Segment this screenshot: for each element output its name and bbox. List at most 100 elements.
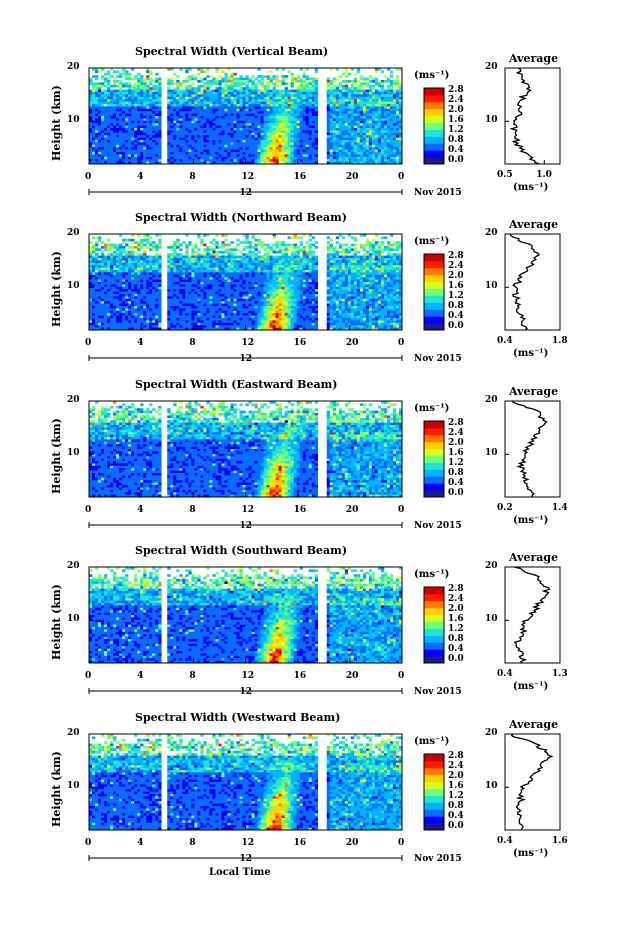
heatmap-cell bbox=[92, 255, 96, 259]
heatmap-cell bbox=[296, 87, 300, 90]
heatmap-cell bbox=[341, 260, 346, 264]
heatmap-cell bbox=[173, 104, 177, 107]
heatmap-cell bbox=[215, 255, 219, 259]
heatmap-cell bbox=[92, 243, 96, 247]
heatmap-cell bbox=[374, 120, 379, 124]
heatmap-cell bbox=[158, 111, 162, 114]
heatmap-cell bbox=[266, 120, 270, 124]
heatmap-cell bbox=[242, 142, 246, 146]
heatmap-cell bbox=[326, 277, 331, 280]
heatmap-cell bbox=[389, 154, 394, 158]
heatmap-cell bbox=[197, 156, 201, 160]
heatmap-cell bbox=[392, 123, 397, 126]
heatmap-cell bbox=[128, 154, 132, 158]
heatmap-cell bbox=[287, 128, 291, 131]
heatmap-cell bbox=[248, 159, 252, 162]
heatmap-cell bbox=[179, 137, 183, 141]
heatmap-cell bbox=[92, 111, 96, 114]
heatmap-cell bbox=[347, 132, 352, 136]
heatmap-cell bbox=[353, 89, 358, 93]
heatmap-cell bbox=[287, 142, 291, 146]
heatmap-cell bbox=[200, 128, 204, 131]
heatmap-cell bbox=[89, 156, 93, 160]
heatmap-cell bbox=[305, 267, 309, 271]
heatmap-cell bbox=[257, 125, 261, 129]
heatmap-cell bbox=[347, 234, 352, 237]
heatmap-cell bbox=[350, 82, 355, 86]
heatmap-cell bbox=[224, 147, 228, 150]
colorbar-segment bbox=[424, 150, 444, 158]
heatmap-cell bbox=[209, 75, 213, 78]
heatmap-cell bbox=[281, 142, 285, 146]
heatmap-cell bbox=[332, 142, 337, 146]
heatmap-cell bbox=[119, 248, 123, 252]
heatmap-cell bbox=[230, 140, 234, 143]
heatmap-cell bbox=[353, 147, 358, 150]
heatmap-cell bbox=[395, 161, 400, 165]
heatmap-cell bbox=[137, 128, 141, 131]
heatmap-cell bbox=[278, 154, 282, 158]
heatmap-cell bbox=[176, 99, 180, 102]
heatmap-cell bbox=[272, 142, 276, 146]
heatmap-cell bbox=[107, 106, 111, 110]
heatmap-cell bbox=[335, 106, 340, 110]
heatmap-cell bbox=[302, 104, 306, 107]
heatmap-cell bbox=[326, 140, 331, 143]
heatmap-cell bbox=[179, 108, 183, 112]
heatmap-cell bbox=[383, 161, 388, 165]
heatmap-cell bbox=[278, 101, 282, 105]
heatmap-cell bbox=[182, 152, 186, 155]
heatmap-cell bbox=[200, 144, 204, 148]
heatmap-cell bbox=[143, 77, 147, 81]
heatmap-cell bbox=[359, 272, 364, 276]
heatmap-cell bbox=[110, 152, 114, 155]
heatmap-cell bbox=[134, 123, 138, 126]
heatmap-cell bbox=[359, 147, 364, 150]
heatmap-cell bbox=[254, 137, 258, 141]
heatmap-cell bbox=[350, 132, 355, 136]
heatmap-cell bbox=[344, 142, 349, 146]
heatmap-cell bbox=[368, 255, 373, 259]
heatmap-cell bbox=[182, 241, 186, 244]
heatmap-cell bbox=[383, 274, 388, 278]
heatmap-cell bbox=[359, 75, 364, 78]
heatmap-cell bbox=[275, 246, 279, 249]
heatmap-cell bbox=[209, 154, 213, 158]
heatmap-cell bbox=[347, 101, 352, 105]
heatmap-cell bbox=[182, 142, 186, 146]
heatmap-cell bbox=[299, 128, 303, 131]
heatmap-cell bbox=[113, 270, 117, 273]
heatmap-cell bbox=[110, 118, 114, 122]
heatmap-cell bbox=[269, 260, 273, 264]
heatmap-cell bbox=[383, 246, 388, 249]
heatmap-cell bbox=[278, 144, 282, 148]
heatmap-cell bbox=[209, 270, 213, 273]
heatmap-cell bbox=[89, 123, 93, 126]
heatmap-cell bbox=[143, 243, 147, 247]
heatmap-cell bbox=[110, 128, 114, 131]
heatmap-cell bbox=[200, 94, 204, 98]
heatmap-cell bbox=[260, 96, 264, 100]
heatmap-cell bbox=[182, 96, 186, 100]
heatmap-cell bbox=[338, 106, 343, 110]
heatmap-cell bbox=[227, 262, 231, 266]
heatmap-cell bbox=[251, 267, 255, 271]
heatmap-cell bbox=[365, 130, 370, 134]
heatmap-cell bbox=[170, 111, 174, 114]
heatmap-cell bbox=[101, 154, 105, 158]
heatmap-cell bbox=[188, 159, 192, 162]
heatmap-cell bbox=[188, 96, 192, 100]
heatmap-cell bbox=[290, 250, 294, 254]
heatmap-cell bbox=[125, 144, 129, 148]
heatmap-cell bbox=[296, 144, 300, 148]
heatmap-cell bbox=[224, 106, 228, 110]
heatmap-cell bbox=[173, 161, 177, 165]
heatmap-cell bbox=[236, 238, 240, 242]
heatmap-cell bbox=[221, 132, 225, 136]
heatmap-cell bbox=[182, 135, 186, 138]
heatmap-cell bbox=[245, 277, 249, 280]
heatmap-cell bbox=[119, 87, 123, 90]
heatmap-cell bbox=[344, 154, 349, 158]
heatmap-cell bbox=[257, 274, 261, 278]
heatmap-cell bbox=[302, 87, 306, 90]
